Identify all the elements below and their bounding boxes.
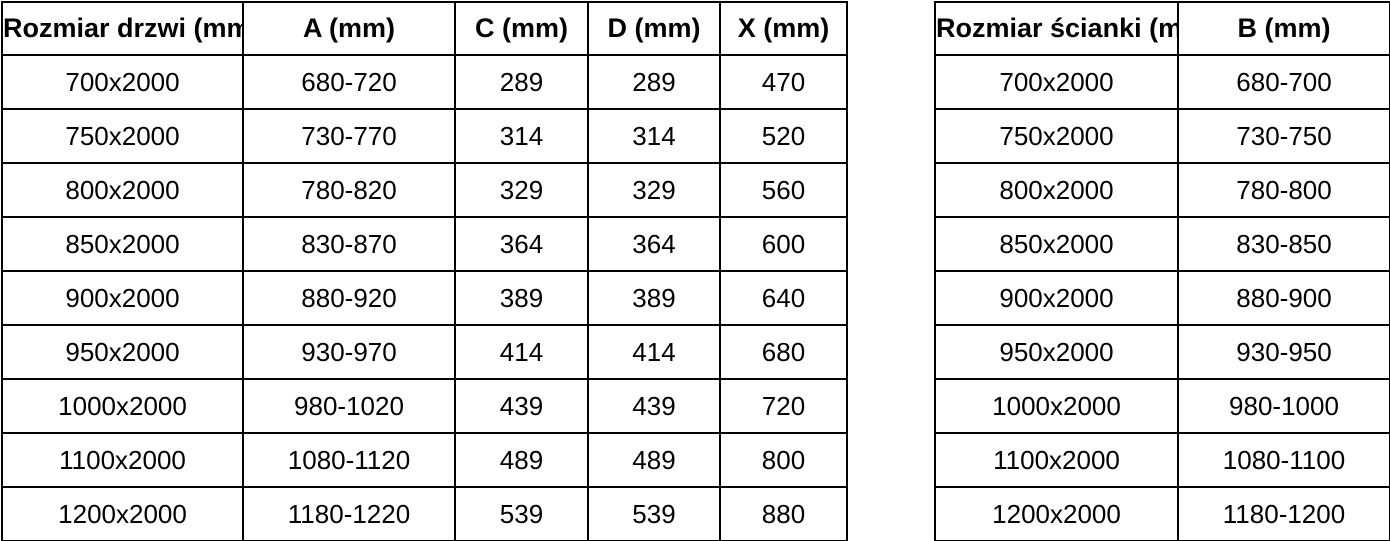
table-row: 950x2000 930-950	[934, 324, 1390, 380]
table-cell: 470	[719, 54, 848, 110]
table-cell: 750x2000	[934, 108, 1179, 164]
column-header: Rozmiar ścianki (mm)	[934, 1, 1179, 56]
table-row: 900x2000 880-900	[934, 270, 1390, 326]
table-row: 700x2000 680-700	[934, 54, 1390, 110]
table-cell: 640	[719, 270, 848, 326]
table-cell: 520	[719, 108, 848, 164]
table-cell: 414	[587, 324, 721, 380]
table-cell: 930-950	[1177, 324, 1390, 380]
table-cell: 329	[454, 162, 589, 218]
table-row: 1200x2000 1180-1220 539 539 880	[1, 486, 848, 541]
table-cell: 329	[587, 162, 721, 218]
table-row: 850x2000 830-870 364 364 600	[1, 216, 848, 272]
table-cell: 680	[719, 324, 848, 380]
table-cell: 1000x2000	[934, 378, 1179, 434]
table-cell: 1100x2000	[1, 432, 244, 488]
column-header: A (mm)	[242, 1, 456, 56]
column-header: X (mm)	[719, 1, 848, 56]
table-cell: 980-1000	[1177, 378, 1390, 434]
table-cell: 389	[587, 270, 721, 326]
table-row: 750x2000 730-770 314 314 520	[1, 108, 848, 164]
table-cell: 680-720	[242, 54, 456, 110]
table-row: 750x2000 730-750	[934, 108, 1390, 164]
header-row: Rozmiar ścianki (mm)B (mm)	[934, 1, 1390, 56]
table-cell: 560	[719, 162, 848, 218]
door-table-body: 700x2000 680-720 289 289 470 750x2000 730-770 3…	[1, 54, 848, 541]
table-cell: 680-700	[1177, 54, 1390, 110]
table-cell: 780-800	[1177, 162, 1390, 218]
table-cell: 389	[454, 270, 589, 326]
column-header: C (mm)	[454, 1, 589, 56]
table-cell: 289	[454, 54, 589, 110]
table-row: 900x2000 880-920 389 389 640	[1, 270, 848, 326]
table-cell: 439	[587, 378, 721, 434]
table-cell: 1000x2000	[1, 378, 244, 434]
table-cell: 730-770	[242, 108, 456, 164]
table-cell: 720	[719, 378, 848, 434]
table-cell: 880-920	[242, 270, 456, 326]
table-cell: 314	[587, 108, 721, 164]
table-cell: 1080-1120	[242, 432, 456, 488]
table-row: 1200x2000 1180-1200	[934, 486, 1390, 541]
table-cell: 950x2000	[1, 324, 244, 380]
table-cell: 364	[587, 216, 721, 272]
table-cell: 1100x2000	[934, 432, 1179, 488]
table-cell: 314	[454, 108, 589, 164]
header-row: Rozmiar drzwi (mm) A (mm) C (mm) D (mm) X (m…	[1, 1, 848, 56]
table-row: 700x2000 680-720 289 289 470	[1, 54, 848, 110]
table-cell: 539	[454, 486, 589, 541]
table-cell: 539	[587, 486, 721, 541]
table-cell: 730-750	[1177, 108, 1390, 164]
table-row: 1000x2000 980-1020 439 439 720	[1, 378, 848, 434]
table-row: 800x2000 780-800	[934, 162, 1390, 218]
table-cell: 780-820	[242, 162, 456, 218]
table-cell: 1200x2000	[1, 486, 244, 541]
table-cell: 800	[719, 432, 848, 488]
table-cell: 600	[719, 216, 848, 272]
table-cell: 950x2000	[934, 324, 1179, 380]
table-row: 800x2000 780-820 329 329 560	[1, 162, 848, 218]
table-cell: 289	[587, 54, 721, 110]
table-cell: 1200x2000	[934, 486, 1179, 541]
table-cell: 414	[454, 324, 589, 380]
table-cell: 850x2000	[1, 216, 244, 272]
table-cell: 930-970	[242, 324, 456, 380]
table-cell: 489	[454, 432, 589, 488]
table-cell: 700x2000	[1, 54, 244, 110]
table-cell: 800x2000	[1, 162, 244, 218]
table-cell: 364	[454, 216, 589, 272]
table-cell: 880-900	[1177, 270, 1390, 326]
table-cell: 830-870	[242, 216, 456, 272]
table-row: 1100x2000 1080-1100	[934, 432, 1390, 488]
table-cell: 489	[587, 432, 721, 488]
table-cell: 980-1020	[242, 378, 456, 434]
wall-table-head: Rozmiar ścianki (mm)B (mm)	[934, 1, 1390, 56]
column-header: Rozmiar drzwi (mm)	[1, 1, 244, 56]
table-cell: 1180-1220	[242, 486, 456, 541]
table-cell: 800x2000	[934, 162, 1179, 218]
table-row: 850x2000 830-850	[934, 216, 1390, 272]
table-cell: 900x2000	[934, 270, 1179, 326]
column-header: D (mm)	[587, 1, 721, 56]
table-cell: 1080-1100	[1177, 432, 1390, 488]
table-cell: 1180-1200	[1177, 486, 1390, 541]
wall-table-body: 700x2000 680-700 750x2000 730-750 800x2000 78…	[934, 54, 1390, 541]
door-table-head: Rozmiar drzwi (mm) A (mm) C (mm) D (mm) X (m…	[1, 1, 848, 56]
table-row: 1000x2000 980-1000	[934, 378, 1390, 434]
table-cell: 439	[454, 378, 589, 434]
table-cell: 700x2000	[934, 54, 1179, 110]
table-cell: 830-850	[1177, 216, 1390, 272]
table-cell: 850x2000	[934, 216, 1179, 272]
table-cell: 880	[719, 486, 848, 541]
column-header: B (mm)	[1177, 1, 1390, 56]
table-row: 1100x2000 1080-1120 489 489 800	[1, 432, 848, 488]
door-sizes-table: Rozmiar drzwi (mm) A (mm) C (mm) D (mm) X (m…	[1, 1, 848, 541]
table-row: 950x2000 930-970 414 414 680	[1, 324, 848, 380]
table-cell: 900x2000	[1, 270, 244, 326]
wall-panel-sizes-table: Rozmiar ścianki (mm)B (mm) 700x2000680-7…	[934, 1, 1390, 541]
table-cell: 750x2000	[1, 108, 244, 164]
